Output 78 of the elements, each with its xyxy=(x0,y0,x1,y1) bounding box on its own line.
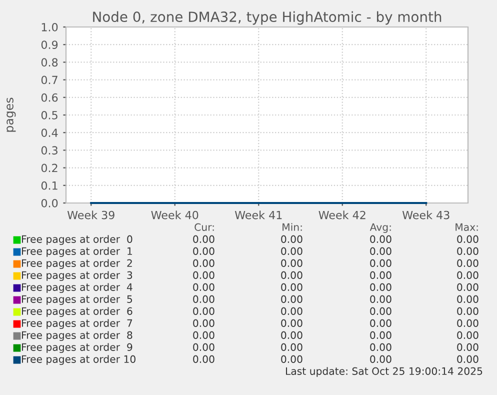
x-tick-label: Week 43 xyxy=(402,210,450,220)
text: 0.00 xyxy=(457,331,478,339)
chart-title: Node 0, zone DMA32, type HighAtomic - by month xyxy=(93,11,442,25)
legend-label: Free pages at order 7 xyxy=(22,319,132,329)
text: 0.00 xyxy=(457,295,478,303)
y-tick-label: 1.0 xyxy=(42,22,58,32)
y-tick-label: 0.8 xyxy=(41,58,58,67)
text: 0.00 xyxy=(193,343,214,351)
text: 0.00 xyxy=(193,283,214,291)
text: 0.00 xyxy=(370,259,392,267)
legend-label: Free pages at order 6 xyxy=(22,307,132,317)
legend-label: Free pages at order 4 xyxy=(22,283,132,293)
legend-label: Free pages at order 5 xyxy=(22,295,132,305)
text: 0.00 xyxy=(370,271,392,279)
text: 0.00 xyxy=(370,307,392,315)
y-tick-label: 0.1 xyxy=(41,181,58,190)
text: 0.00 xyxy=(281,271,302,279)
y-tick-label: 0.4 xyxy=(41,128,58,137)
text: 0.00 xyxy=(193,271,214,279)
legend-label: Free pages at order 2 xyxy=(22,259,132,269)
text: 0.00 xyxy=(457,319,478,327)
legend-label: Free pages at order 8 xyxy=(22,331,132,341)
x-tick-label: Week 40 xyxy=(151,210,198,220)
y-tick-label: 0.2 xyxy=(41,164,58,172)
x-tick-label: Week 39 xyxy=(67,210,114,220)
y-tick-label: 0.7 xyxy=(41,76,58,84)
text: 0.00 xyxy=(281,259,302,267)
text: 0.00 xyxy=(370,235,392,243)
y-tick-label: 0.9 xyxy=(41,40,58,49)
y-tick-label: 0.3 xyxy=(41,146,58,155)
text: 0.00 xyxy=(193,307,214,315)
text: 0.00 xyxy=(281,295,302,303)
text: 0.00 xyxy=(193,355,214,363)
text: 0.00 xyxy=(370,247,392,255)
x-tick-label: Week 42 xyxy=(318,210,366,220)
x-tick-label: Week 41 xyxy=(234,210,282,220)
text: 0.00 xyxy=(457,283,478,291)
legend-label: Free pages at order 1 xyxy=(22,247,132,257)
text: 0.00 xyxy=(281,235,302,243)
legend-label: Free pages at order 0 xyxy=(22,235,132,245)
text: 0.00 xyxy=(281,343,302,351)
text: Cur: xyxy=(194,223,214,231)
text: 0.00 xyxy=(193,235,214,243)
text: 0.00 xyxy=(457,355,478,363)
y-tick-label: 0.5 xyxy=(41,110,58,120)
text: 0.00 xyxy=(370,331,392,339)
legend-label: Free pages at order 9 xyxy=(22,343,132,353)
text: 0.00 xyxy=(193,259,214,267)
legend-label: Free pages at order 10 xyxy=(22,355,136,365)
text: 0.00 xyxy=(193,247,214,255)
text: 0.00 xyxy=(457,271,478,279)
text: 0.00 xyxy=(281,319,302,327)
text: 0.00 xyxy=(457,343,478,351)
text: 0.00 xyxy=(457,247,478,255)
text: 0.00 xyxy=(457,307,478,315)
text: 0.00 xyxy=(281,331,302,339)
text: 0.00 xyxy=(370,319,392,327)
text: 0.00 xyxy=(370,283,392,291)
text: 0.00 xyxy=(370,295,392,303)
text: 0.00 xyxy=(457,259,478,267)
text: 0.00 xyxy=(281,355,302,363)
y-tick-label: 0.0 xyxy=(41,198,58,208)
text: 0.00 xyxy=(193,295,214,303)
y-tick-label: 0.6 xyxy=(41,93,58,102)
text: Avg: xyxy=(370,223,391,233)
text: 0.00 xyxy=(370,355,392,363)
text: 0.00 xyxy=(457,235,478,243)
text: Min: xyxy=(282,223,302,231)
text: Max: xyxy=(456,223,478,231)
text: Last update: Sat Oct 25 19:00:14 2025 xyxy=(286,367,482,377)
text: 0.00 xyxy=(193,331,214,339)
text: 0.00 xyxy=(370,343,392,351)
text: 0.00 xyxy=(281,307,302,315)
text: 0.00 xyxy=(281,247,302,255)
y-axis-title: pages xyxy=(6,98,16,132)
text: 0.00 xyxy=(193,319,214,327)
legend-label: Free pages at order 3 xyxy=(22,271,132,281)
text: 0.00 xyxy=(281,283,302,291)
